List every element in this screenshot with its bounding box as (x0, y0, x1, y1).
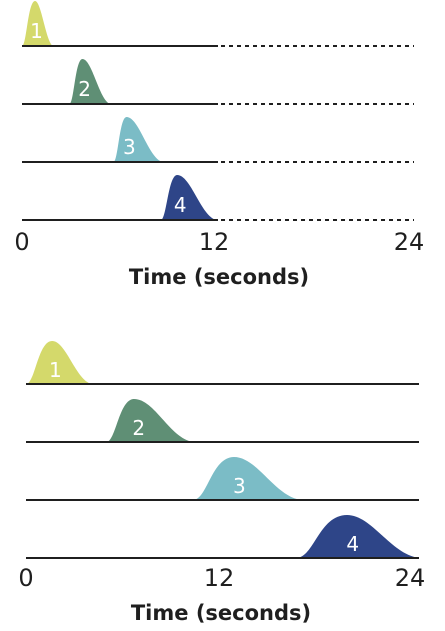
bottom-pulse-3 (193, 457, 302, 500)
bottom-pulse-label-3: 3 (233, 474, 246, 498)
bottom-pulse-1 (26, 341, 92, 384)
top-pulse-2 (69, 59, 111, 104)
top-pulse-label-2: 2 (78, 77, 91, 101)
top-pulse-1 (22, 1, 54, 46)
bottom-row-3: 3 (26, 457, 419, 501)
top-row-3: 3 (22, 117, 414, 163)
bottom-tick-12: 12 (204, 564, 235, 592)
bottom-pulse-label-4: 4 (346, 532, 359, 556)
top-row-2: 2 (22, 59, 414, 105)
bottom-tick-0: 0 (18, 564, 33, 592)
top-tick-12: 12 (199, 228, 230, 256)
top-pulse-label-4: 4 (174, 193, 187, 217)
top-row-1: 1 (22, 1, 414, 47)
bottom-axis-title: Time (seconds) (131, 601, 311, 625)
bottom-row-2: 2 (26, 399, 419, 443)
bottom-pulse-2 (106, 399, 194, 442)
top-pulse-4 (160, 175, 217, 220)
top-axis-title: Time (seconds) (129, 265, 309, 289)
top-rows: 1 2 3 4 (22, 1, 414, 221)
bottom-row-4: 4 (26, 515, 419, 559)
bottom-rows: 1 2 3 4 (26, 341, 419, 559)
top-tick-0: 0 (14, 228, 29, 256)
bottom-pulse-label-2: 2 (132, 416, 145, 440)
top-pulse-label-1: 1 (30, 19, 43, 43)
bottom-pulse-label-1: 1 (49, 358, 62, 382)
top-pulse-3 (113, 117, 163, 162)
top-tick-24: 24 (394, 228, 425, 256)
bottom-tick-24: 24 (395, 564, 426, 592)
top-row-4: 4 (22, 175, 414, 221)
top-pulse-label-3: 3 (123, 135, 136, 159)
bottom-pulse-4 (296, 515, 419, 558)
bottom-row-1: 1 (26, 341, 419, 385)
